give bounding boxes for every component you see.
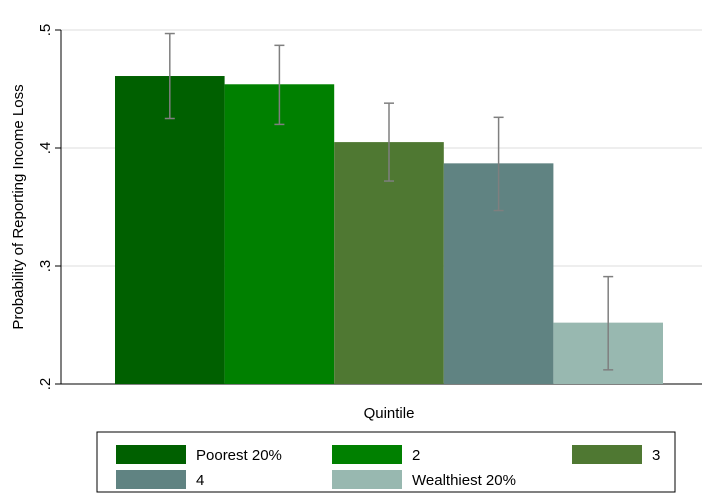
legend-swatch	[332, 445, 402, 464]
y-tick-label: .3	[37, 260, 54, 273]
bars-group	[115, 76, 663, 385]
y-tick-label: .5	[37, 24, 54, 37]
y-tick-label: .2	[37, 378, 54, 391]
bar	[115, 76, 225, 385]
bar	[224, 84, 335, 384]
y-tick-labels: .2 .3 .4 .5	[37, 24, 61, 391]
legend-label: Wealthiest 20%	[412, 472, 516, 489]
legend-label: Poorest 20%	[196, 447, 282, 464]
legend-label: 4	[196, 472, 204, 489]
y-axis-label: Probability of Reporting Income Loss	[10, 84, 27, 329]
y-tick-label: .4	[37, 142, 54, 155]
legend: Poorest 20% 2 3 4 Wealthiest 20%	[96, 431, 676, 493]
legend-swatch	[332, 470, 402, 489]
legend-label: 2	[412, 447, 420, 464]
legend-label: 3	[652, 447, 660, 464]
bar	[334, 142, 444, 384]
x-axis-label: Quintile	[364, 405, 415, 422]
legend-swatch	[572, 445, 642, 464]
legend-swatch	[116, 470, 186, 489]
legend-swatch	[116, 445, 186, 464]
error-bars-group	[164, 32, 614, 371]
